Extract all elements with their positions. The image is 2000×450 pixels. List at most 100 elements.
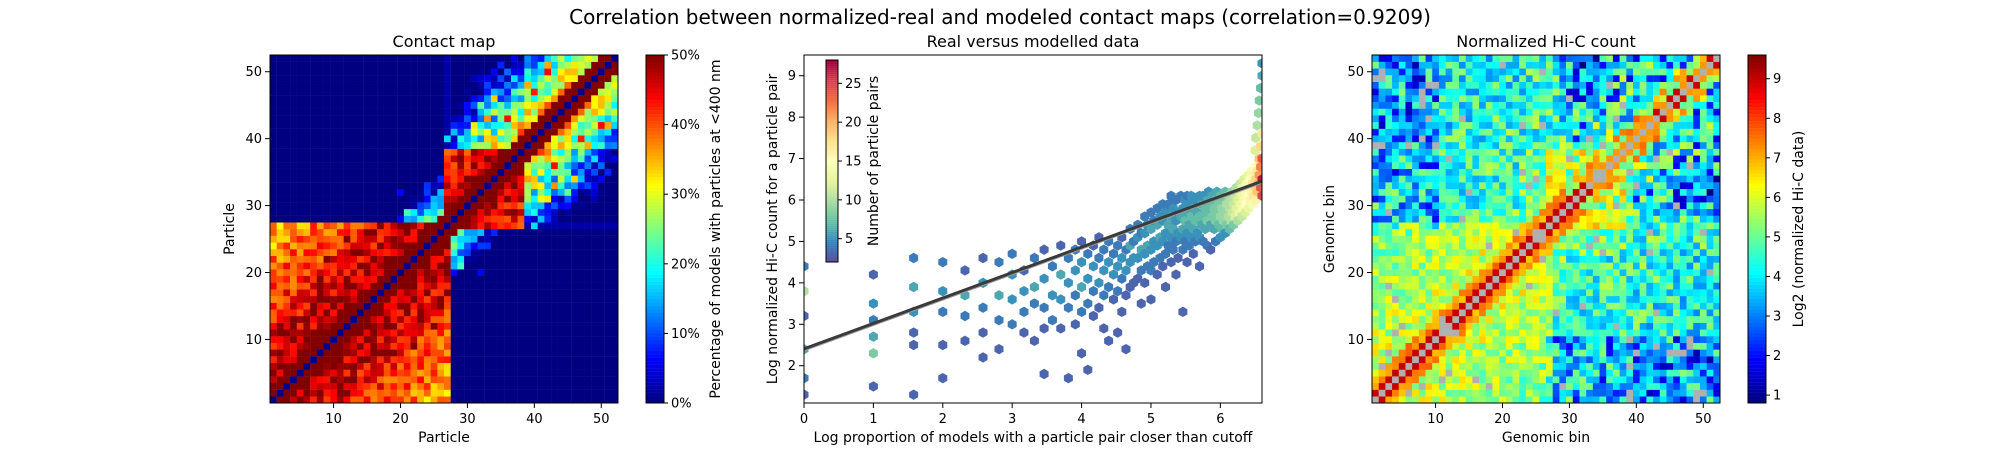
hic-cell [1566, 382, 1573, 390]
hic-cell [1579, 309, 1587, 317]
contact-map-cell [477, 121, 485, 129]
hic-cell [1552, 235, 1560, 243]
hic-cell [1579, 396, 1587, 403]
contact-map-cell [316, 222, 324, 230]
hic-cell [1418, 249, 1426, 256]
contact-map-cell [544, 349, 552, 357]
contact-map-cell [296, 262, 304, 270]
hic-cell [1666, 222, 1674, 230]
hic-cell [1452, 215, 1460, 223]
contact-map-cell [383, 215, 391, 223]
contact-map-cell [464, 208, 471, 216]
hic-cell [1646, 369, 1654, 377]
contact-map-cell [477, 81, 485, 89]
hic-cell [1659, 269, 1667, 277]
contact-map-cell [537, 175, 545, 183]
hic-cell [1392, 202, 1399, 210]
contact-map-cell [343, 336, 351, 343]
contact-map-cell [531, 182, 538, 190]
contact-map-cell [423, 75, 431, 82]
contact-map-cell [611, 202, 618, 210]
hexbin-cell [1083, 298, 1093, 309]
hic-cell [1552, 242, 1560, 250]
contact-map-cell [564, 235, 572, 243]
contact-map-cell [283, 108, 291, 116]
hic-cell [1492, 349, 1500, 357]
hic-cell [1713, 309, 1720, 317]
contact-map-cell [557, 342, 565, 350]
contact-map-cell [544, 215, 552, 223]
contact-map-cell [363, 95, 371, 103]
hexbin-cell [1195, 261, 1205, 272]
hic-cell [1392, 382, 1399, 390]
hic-cell [1385, 249, 1393, 256]
hic-cell [1612, 302, 1620, 310]
hic-cell [1592, 215, 1600, 223]
scatter-colorbar-segment [826, 114, 838, 117]
contact-map-cell [577, 229, 585, 236]
contact-map-cell [310, 322, 318, 330]
hexbin-cell [978, 352, 988, 363]
contact-map-cell [564, 349, 572, 357]
hic-cell [1372, 275, 1379, 283]
hic-cell [1499, 349, 1507, 357]
contact-map-cell [330, 88, 338, 96]
contact-map-cell [310, 275, 318, 283]
contact-map-cell [450, 168, 458, 176]
hic-cell [1592, 295, 1600, 303]
contact-map-colorbar-segment [646, 218, 664, 223]
hic-cell [1492, 369, 1500, 377]
contact-map-cell [597, 162, 605, 169]
hic-cell [1579, 262, 1587, 270]
contact-map-colorbar-segment [646, 138, 664, 143]
hic-cell [1465, 356, 1473, 364]
contact-map-cell [544, 242, 552, 250]
hic-cell [1699, 302, 1707, 310]
hic-cell [1592, 369, 1600, 377]
hic-cell [1512, 275, 1520, 283]
contact-map-cell [551, 262, 558, 270]
hic-cell [1586, 235, 1594, 243]
contact-map-cell [357, 182, 364, 190]
contact-map-cell [296, 222, 304, 230]
hexbin-cell [1077, 348, 1087, 359]
contact-map-cell [357, 168, 364, 176]
hexbin-cell [994, 290, 1004, 301]
hic-cell [1699, 275, 1707, 283]
contact-map-cell [377, 95, 384, 103]
hic-cell [1559, 302, 1567, 310]
hic-cell [1492, 309, 1500, 317]
contact-map-cell [410, 208, 418, 216]
hic-cell [1398, 255, 1406, 263]
contact-map-cell [531, 349, 538, 357]
hic-cell [1699, 316, 1707, 323]
contact-map-cell [551, 115, 558, 123]
contact-map-cell [363, 222, 371, 230]
contact-map-cell [296, 235, 304, 243]
contact-map-cell [584, 195, 592, 203]
hic-cell [1713, 342, 1720, 350]
hexbin-cell [868, 298, 878, 309]
contact-map-cell [577, 282, 585, 290]
contact-map-cell [444, 282, 451, 290]
hic-cell [1606, 289, 1614, 297]
hic-cell [1378, 188, 1386, 196]
contact-map-cell [316, 182, 324, 190]
hexbin-cell [1108, 294, 1118, 305]
hic-cell [1392, 295, 1399, 303]
hic-cell [1385, 382, 1393, 390]
contact-map-cell [437, 396, 445, 403]
contact-map-cell [531, 282, 538, 290]
hic-cell [1438, 309, 1446, 317]
contact-map-cell [336, 362, 344, 370]
contact-map-cell [303, 195, 311, 203]
hexbin-cell [1121, 265, 1131, 276]
hic-cell [1599, 389, 1607, 397]
contact-map-x-axis: 10 20 30 40 50 [325, 403, 610, 427]
contact-map-cell [316, 88, 324, 96]
contact-map-cell [564, 61, 572, 69]
contact-map-cell [584, 215, 592, 223]
contact-map-cell [444, 55, 451, 62]
hic-cell [1713, 275, 1720, 283]
contact-map-colorbar-segment [646, 103, 664, 108]
